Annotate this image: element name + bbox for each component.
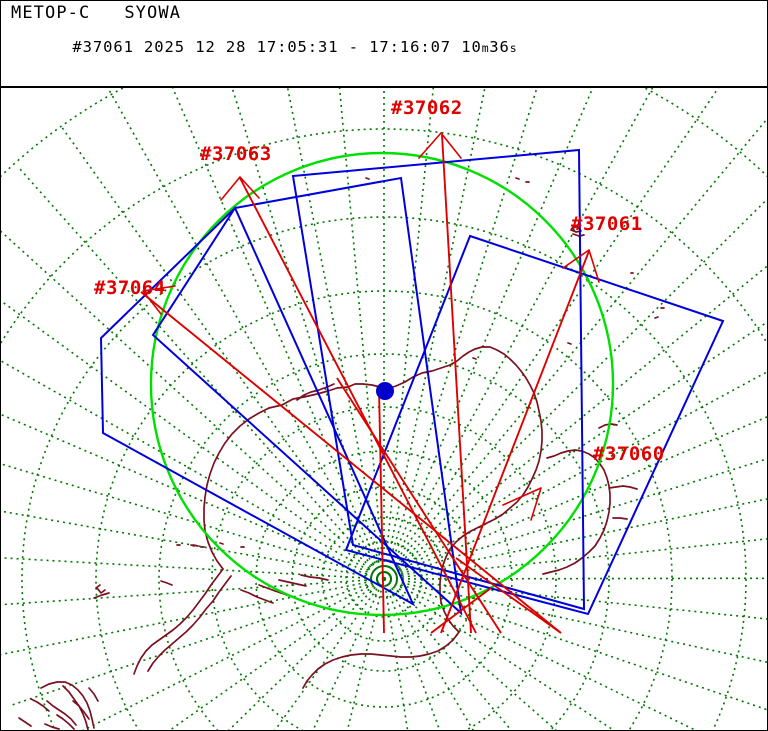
coastline <box>18 177 665 730</box>
track-37063 <box>239 177 477 634</box>
track-37062 <box>441 134 472 634</box>
pass-id: #37061 <box>72 38 134 57</box>
pass-swaths <box>99 148 725 616</box>
pass-end: 17:16:07 <box>369 38 452 57</box>
pass-label-37064[interactable]: #37064 <box>94 277 166 299</box>
visibility-horizon-circle <box>149 151 615 617</box>
swath-37064 <box>99 206 416 607</box>
pass-label-37062[interactable]: #37062 <box>391 97 463 119</box>
pass-labels: #37060 #37061 #37062 #37063 #37064 <box>94 97 665 465</box>
track-extra-a <box>336 377 502 634</box>
pass-dash: - <box>348 38 359 57</box>
track-extra-b <box>455 557 562 634</box>
pass-label-37061[interactable]: #37061 <box>571 213 643 235</box>
page-title: METOP-C SYOWA <box>11 3 182 23</box>
swath-37061 <box>344 234 725 616</box>
pass-year: 2025 <box>144 38 185 57</box>
swath-37063 <box>151 176 463 616</box>
pass-duration-sec: 36 <box>489 38 510 57</box>
track-37061 <box>440 250 590 634</box>
pass-month: 12 <box>195 38 216 57</box>
syowa-station-marker[interactable] <box>376 382 394 400</box>
header-panel: METOP-C SYOWA #37061 2025 12 28 17:05:31… <box>1 1 767 205</box>
swath-37062 <box>291 148 586 611</box>
map-canvas[interactable]: #37060 #37061 #37062 #37063 #37064 <box>1 88 767 730</box>
ground-tracks <box>140 134 590 634</box>
pass-row: #37061 2025 12 28 17:05:31 - 17:16:07 10… <box>72 38 518 57</box>
pass-start: 17:05:31 <box>256 38 339 57</box>
annotation-arrows <box>142 132 600 521</box>
track-extra-c <box>430 587 492 634</box>
track-37064 <box>378 387 385 634</box>
pass-duration-min: 10 <box>461 38 482 57</box>
pass-label-37060[interactable]: #37060 <box>593 443 665 465</box>
antarctic-polar-map[interactable]: #37060 #37061 #37062 #37063 #37064 <box>1 88 767 730</box>
graticule-meridians <box>1 88 767 730</box>
pass-label-37063[interactable]: #37063 <box>200 143 272 165</box>
track-37060 <box>140 291 562 634</box>
pass-day: 28 <box>225 38 247 57</box>
